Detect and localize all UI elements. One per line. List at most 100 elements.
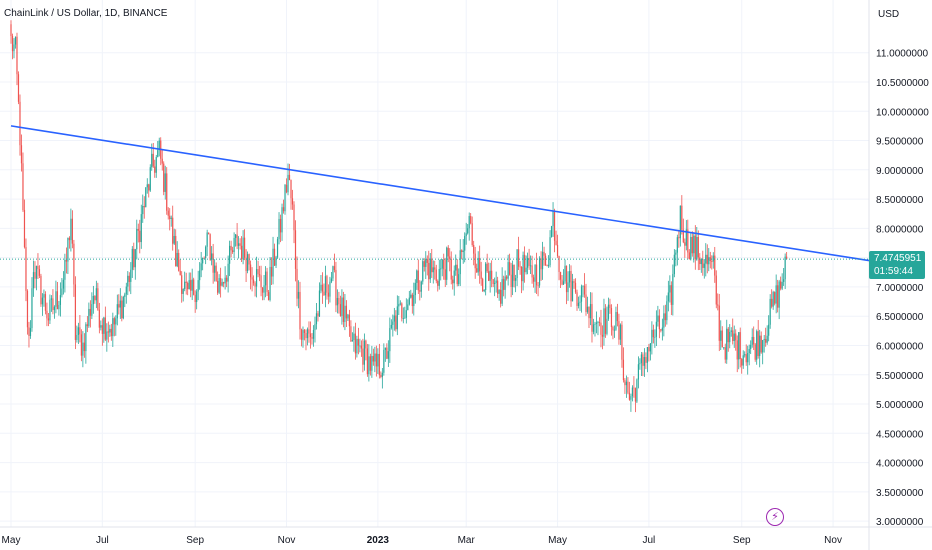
candle-body xyxy=(606,318,608,334)
lightning-icon[interactable]: ⚡ xyxy=(766,508,784,526)
candle-body xyxy=(564,265,566,282)
candle-body xyxy=(368,356,370,375)
candle-body xyxy=(437,281,439,286)
candle-body xyxy=(778,281,780,308)
candle-body xyxy=(70,218,72,241)
candle-body xyxy=(252,279,255,284)
candle-body xyxy=(194,294,196,303)
candle-body xyxy=(417,270,419,291)
currency-button[interactable]: USD xyxy=(878,9,900,20)
candle-body xyxy=(137,228,139,231)
candle-body xyxy=(738,332,740,360)
candle-body xyxy=(278,218,280,240)
candle-body xyxy=(597,322,599,323)
candle-body xyxy=(419,290,421,292)
candle-body xyxy=(473,244,475,254)
candle-body xyxy=(71,218,73,244)
candle-body xyxy=(506,276,508,279)
candle-body xyxy=(348,314,351,327)
candle-body xyxy=(464,236,466,251)
candle-body xyxy=(243,237,246,258)
candle-body xyxy=(146,184,148,188)
candle-body xyxy=(387,351,389,359)
candle-body xyxy=(550,226,553,238)
candle-body xyxy=(402,318,404,319)
candle-body xyxy=(452,279,454,284)
candle-body xyxy=(549,237,551,266)
candle-body xyxy=(495,280,497,283)
candle-body xyxy=(426,259,428,263)
candle-body xyxy=(711,261,713,262)
candle-body xyxy=(577,302,580,306)
candle-body xyxy=(378,353,380,376)
y-tick-label: 6.0000000 xyxy=(876,341,924,352)
candle-body xyxy=(438,269,440,286)
candle-body xyxy=(43,294,45,298)
candle-body xyxy=(151,153,153,168)
candle-body xyxy=(559,271,562,280)
candle-body xyxy=(724,347,726,360)
candle-body xyxy=(657,315,659,322)
candle-body xyxy=(257,269,259,275)
candle-body xyxy=(11,35,14,52)
candle-body xyxy=(133,248,135,268)
candle-body xyxy=(191,279,193,291)
candle-body xyxy=(224,277,226,284)
candle-body xyxy=(154,166,156,173)
candle-body xyxy=(308,329,310,334)
candle-body xyxy=(739,332,741,360)
x-tick-label: Nov xyxy=(278,535,296,546)
candle-body xyxy=(200,263,202,271)
candle-body xyxy=(208,232,210,235)
candle-body xyxy=(362,348,364,365)
candle-body xyxy=(374,353,376,362)
candle-body xyxy=(170,217,172,219)
candle-body xyxy=(130,269,132,282)
candle-body xyxy=(324,276,327,296)
candle-body xyxy=(206,232,208,247)
candle-body xyxy=(664,313,666,321)
candle-body xyxy=(266,271,268,293)
candle-body xyxy=(396,306,398,330)
candle-body xyxy=(729,331,731,343)
candle-body xyxy=(512,264,514,287)
y-tick-label: 3.5000000 xyxy=(876,488,924,499)
candle-body xyxy=(682,229,684,243)
candle-body xyxy=(504,276,506,290)
candle-body xyxy=(182,288,184,294)
candle-body xyxy=(321,284,324,292)
candle-body xyxy=(525,267,527,273)
candle-body xyxy=(261,287,264,293)
candle-body xyxy=(625,381,628,386)
candle-body xyxy=(134,249,136,268)
candle-body xyxy=(64,259,66,280)
candle-body xyxy=(74,284,76,340)
candle-body xyxy=(242,237,244,260)
candle-body xyxy=(47,318,50,321)
candle-body xyxy=(357,338,359,346)
candle-body xyxy=(107,331,109,333)
candle-body xyxy=(83,342,85,352)
candle-body xyxy=(407,304,409,311)
candle-body xyxy=(408,297,410,305)
candle-body xyxy=(774,292,776,304)
candle-body xyxy=(685,229,687,246)
candle-body xyxy=(148,184,150,191)
candle-body xyxy=(263,285,265,293)
candle-body xyxy=(479,257,481,272)
candle-body xyxy=(622,359,625,381)
candle-body xyxy=(273,248,276,266)
candle-body xyxy=(345,305,348,319)
candle-body xyxy=(691,236,693,254)
candle-body xyxy=(347,314,349,319)
candle-body xyxy=(26,290,29,328)
candle-body xyxy=(757,331,759,356)
candle-body xyxy=(528,258,530,266)
candle-body xyxy=(31,288,33,329)
candle-body xyxy=(655,321,657,337)
candle-body xyxy=(688,252,690,260)
candle-body xyxy=(672,274,674,305)
candle-body xyxy=(461,250,463,253)
